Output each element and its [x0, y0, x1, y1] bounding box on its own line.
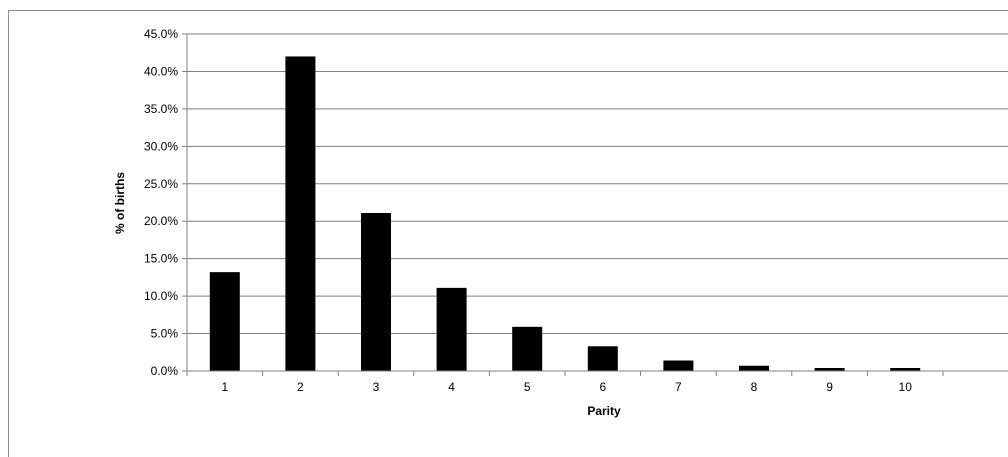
bar-parity-8 — [739, 365, 769, 371]
y-tick-label: 35.0% — [144, 102, 178, 116]
x-tick-label: 2 — [297, 380, 304, 394]
bars — [209, 56, 921, 371]
x-tick-labels: 1 2 3 4 5 6 7 8 9 10 — [221, 380, 912, 394]
y-tick-label: 10.0% — [144, 289, 178, 303]
y-tick-label: 30.0% — [144, 139, 178, 153]
bar-parity-6 — [587, 346, 618, 371]
y-tick-label: 15.0% — [144, 252, 178, 266]
y-tick-label: 0.0% — [151, 364, 179, 378]
y-tick-label: 40.0% — [144, 64, 178, 78]
x-tick-label: 1 — [221, 380, 228, 394]
y-tick-labels: 0.0% 5.0% 10.0% 15.0% 20.0% 25.0% 30.0% 35.0% 40… — [144, 27, 178, 378]
x-tick-label: 7 — [675, 380, 682, 394]
y-axis-title: % of births — [113, 172, 127, 234]
bar-parity-3 — [361, 212, 391, 371]
y-tick-label: 5.0% — [151, 327, 179, 341]
x-tick-label: 10 — [899, 380, 913, 394]
x-tick-label: 5 — [524, 380, 531, 394]
y-tick-label: 45.0% — [144, 27, 178, 41]
y-tick-label: 20.0% — [144, 214, 178, 228]
bar-parity-2 — [285, 56, 316, 371]
gridlines — [182, 33, 1008, 372]
bar-parity-9 — [814, 368, 845, 371]
y-tick-label: 25.0% — [144, 177, 178, 191]
bar-parity-5 — [512, 326, 543, 371]
x-tick-label: 3 — [373, 380, 380, 394]
x-tick-label: 6 — [599, 380, 606, 394]
x-tick-label: 8 — [751, 380, 758, 394]
bar-parity-4 — [436, 287, 467, 371]
bar-parity-1 — [209, 272, 240, 371]
chart-frame — [8, 10, 1008, 457]
bar-parity-7 — [663, 360, 694, 371]
x-axis-title: Parity — [587, 404, 621, 418]
x-tick-label: 4 — [448, 380, 455, 394]
axes — [186, 34, 1008, 376]
bar-parity-10 — [890, 368, 921, 371]
x-tick-label: 9 — [826, 380, 833, 394]
